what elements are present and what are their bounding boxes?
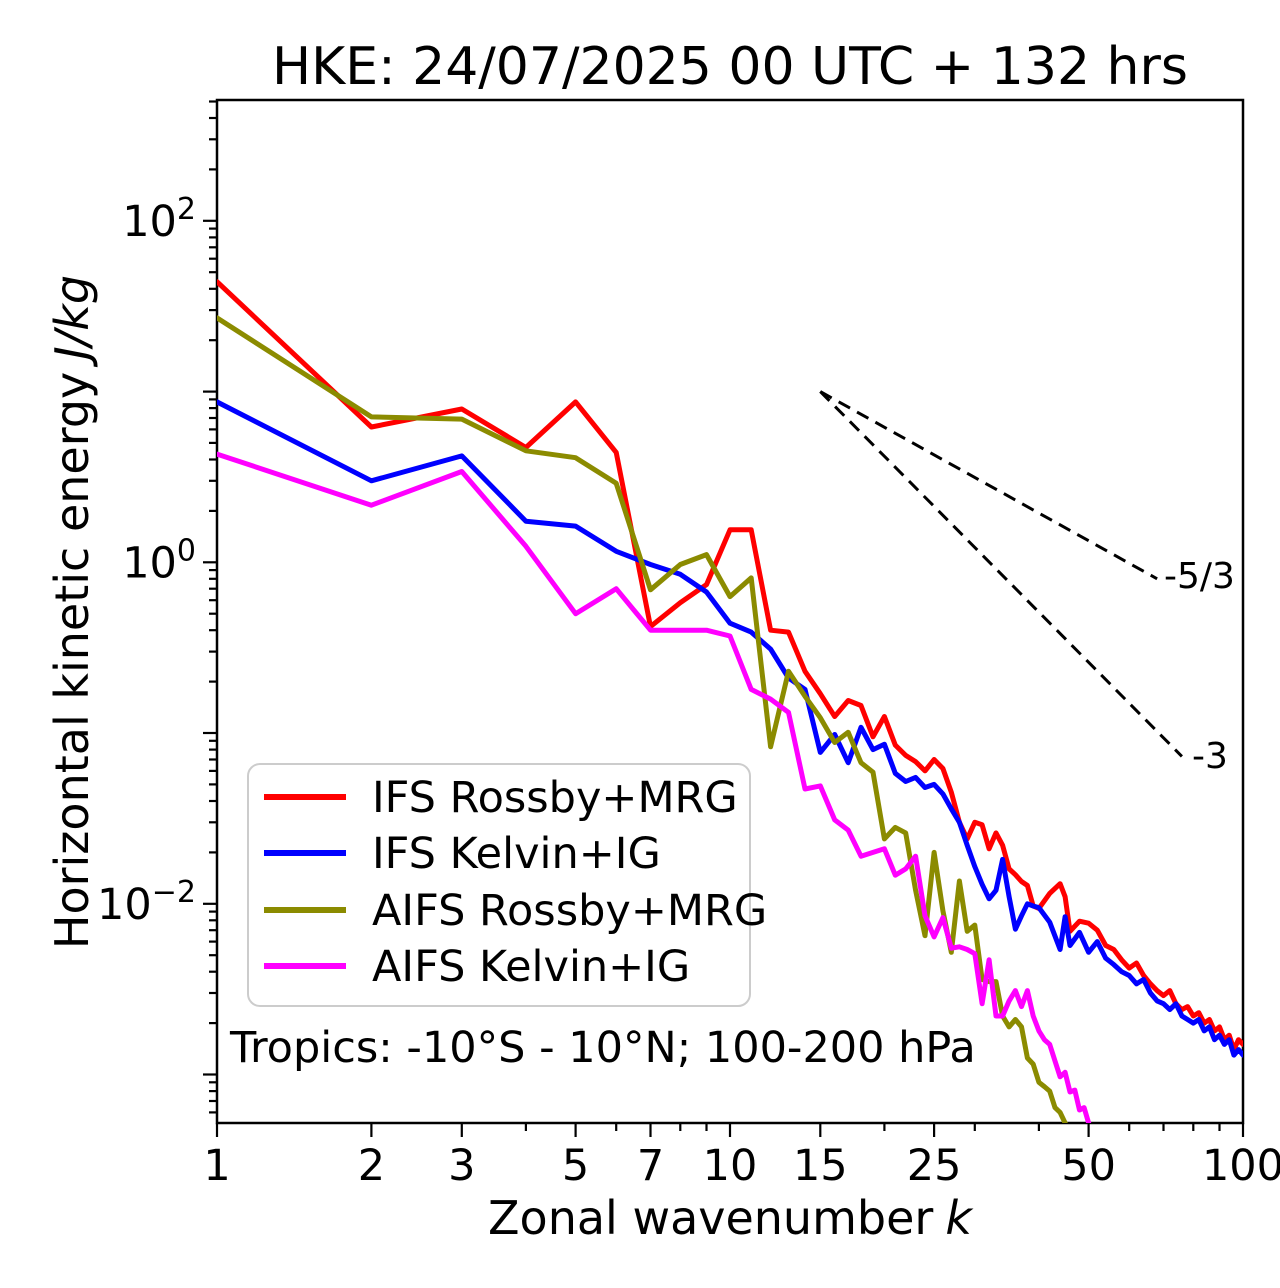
legend: IFS Rossby+MRG IFS Kelvin+IG AIFS Rossby…: [247, 763, 767, 1007]
x-axis-label: Zonal wavenumber k: [488, 1191, 974, 1245]
reference-slope-line-3: [819, 390, 1183, 758]
slope-label-3: -3: [1192, 736, 1228, 777]
x-tick-label: 100: [1202, 1141, 1280, 1191]
series-line-ifs-rossby-mrg: [217, 279, 1243, 1053]
x-tick-label: 10: [703, 1141, 758, 1191]
y-tick-label: 10−2: [97, 875, 196, 930]
x-tick-label: 15: [793, 1141, 848, 1191]
y-tick-label: 102: [122, 192, 196, 247]
y-tick-label: 100: [122, 533, 196, 588]
x-tick-label: 1: [203, 1141, 230, 1191]
series-line-aifs-kelvin-ig: [217, 451, 1092, 1123]
x-tick-label: 5: [562, 1141, 589, 1191]
legend-label-aifs-rossby-mrg: AIFS Rossby+MRG: [372, 886, 767, 936]
x-tick-label: 25: [907, 1141, 962, 1191]
y-axis-label: Horizontal kinetic energyJ/kg: [45, 275, 99, 949]
legend-label-ifs-kelvin-ig: IFS Kelvin+IG: [372, 829, 661, 879]
legend-label-ifs-rossby-mrg: IFS Rossby+MRG: [372, 773, 738, 823]
chart-title: HKE: 24/07/2025 00 UTC + 132 hrs: [272, 37, 1188, 97]
x-tick-label: 50: [1061, 1141, 1116, 1191]
legend-label-aifs-kelvin-ig: AIFS Kelvin+IG: [372, 942, 690, 992]
series-line-ifs-kelvin-ig: [217, 399, 1243, 1058]
x-tick-label: 7: [637, 1141, 664, 1191]
x-axis: 1 2 3 5 7 10 15 25 50 100: [203, 1123, 1280, 1191]
legend-box: [247, 763, 751, 1007]
slope-label-5-3: -5/3: [1164, 556, 1235, 597]
series-line-aifs-rossby-mrg: [217, 315, 1068, 1123]
region-annotation: Tropics: -10°S - 10°N; 100-200 hPa: [229, 1023, 976, 1073]
x-tick-label: 2: [358, 1141, 385, 1191]
x-tick-label: 3: [448, 1141, 475, 1191]
y-axis: 102 100 10−2: [97, 100, 217, 1114]
reference-slope-line-5-3: [819, 390, 1158, 581]
